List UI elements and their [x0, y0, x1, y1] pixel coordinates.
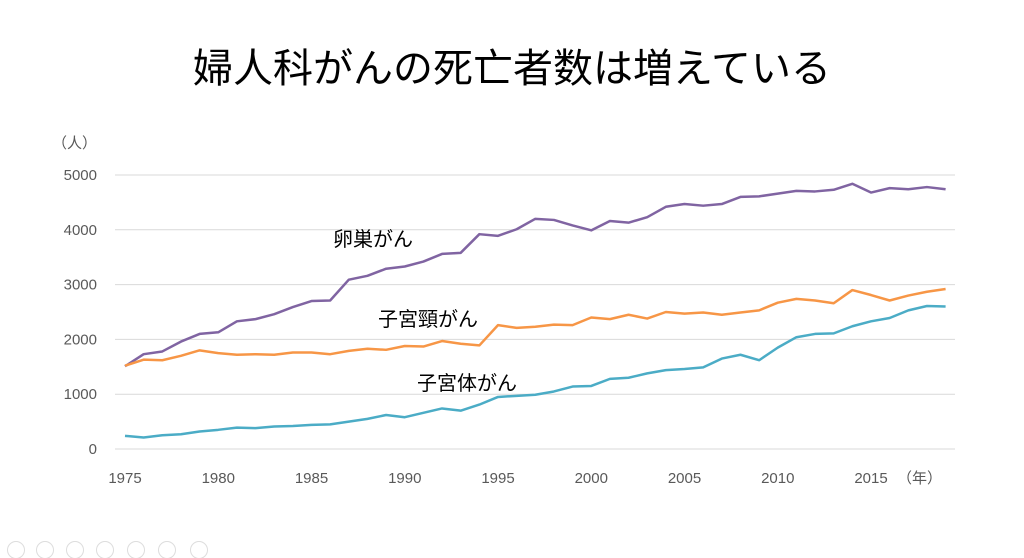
series-line-0	[124, 182, 946, 368]
y-axis-label: （人）	[52, 135, 97, 152]
x-tick-label: 1985	[295, 470, 328, 487]
y-tick-label: 0	[89, 441, 97, 458]
y-tick-label: 3000	[64, 277, 97, 294]
x-axis-label: （年）	[897, 470, 942, 487]
previous-slide-icon[interactable]	[7, 541, 25, 558]
series-line-1	[124, 287, 946, 367]
series-line-2	[124, 304, 946, 439]
x-tick-label: 1995	[481, 470, 514, 487]
subtitles-icon[interactable]	[158, 541, 176, 558]
x-tick-label: 1990	[388, 470, 421, 487]
next-slide-icon[interactable]	[36, 541, 54, 558]
y-tick-label: 1000	[64, 386, 97, 403]
slide-title: 婦人科がんの死亡者数は増えている	[193, 46, 831, 92]
more-options-icon[interactable]	[190, 541, 208, 558]
y-tick-label: 2000	[64, 331, 97, 348]
x-tick-label: 2010	[761, 470, 794, 487]
pen-icon[interactable]	[66, 541, 84, 558]
slides-grid-icon[interactable]	[96, 541, 114, 558]
series-label-ovarian: 卵巣がん	[333, 227, 413, 251]
y-tick-label: 4000	[64, 222, 97, 239]
series-label-cervical: 子宮頸がん	[378, 307, 478, 331]
x-tick-label: 1980	[202, 470, 235, 487]
x-tick-label: 2005	[668, 470, 701, 487]
x-tick-label: 1975	[108, 470, 141, 487]
series-label-corpus: 子宮体がん	[417, 371, 517, 395]
x-tick-label: 2015	[854, 470, 887, 487]
y-tick-label: 5000	[64, 167, 97, 184]
x-tick-label: 2000	[575, 470, 608, 487]
zoom-icon[interactable]	[127, 541, 145, 558]
